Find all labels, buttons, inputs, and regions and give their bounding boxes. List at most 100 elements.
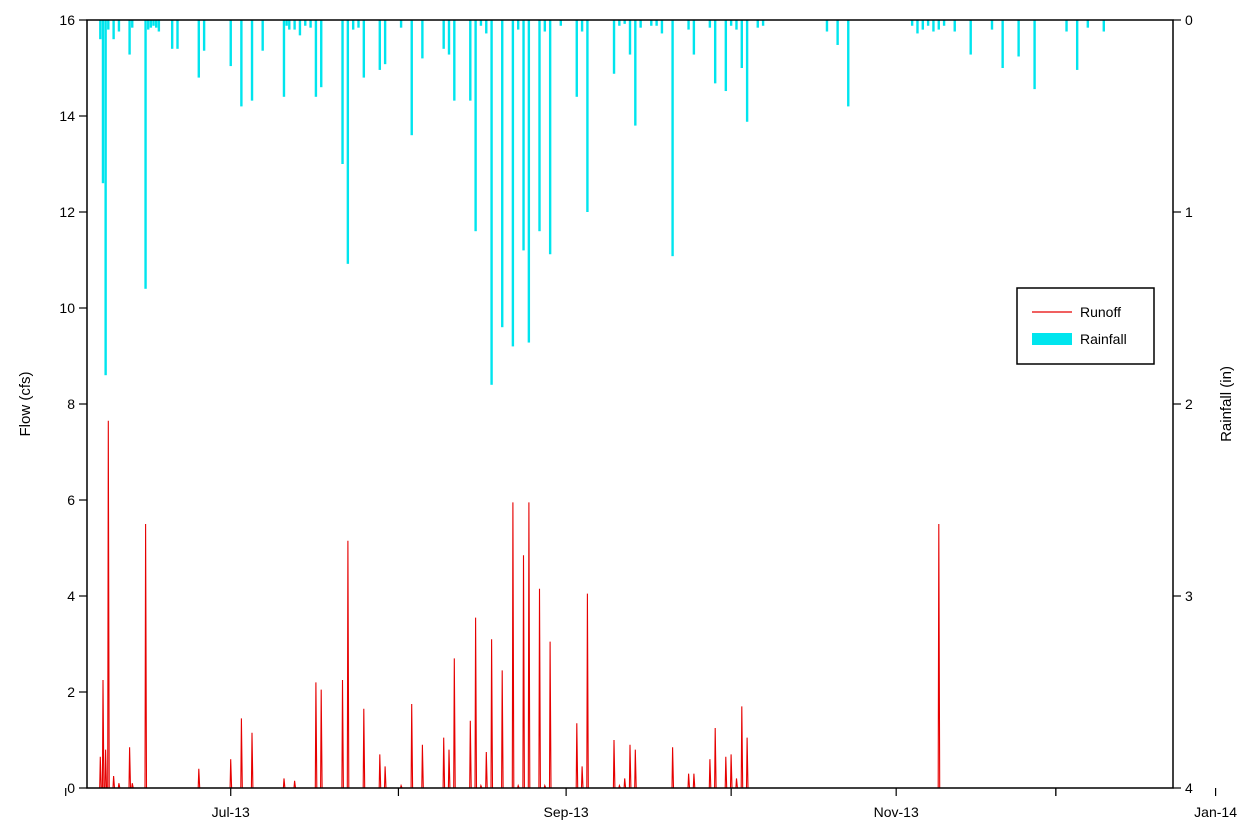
- rainfall-bar: [131, 20, 133, 28]
- rainfall-bar: [304, 20, 306, 26]
- rainfall-bar: [198, 20, 200, 78]
- left-axis-tick-label: 16: [59, 12, 75, 28]
- left-axis-tick-label: 8: [67, 396, 75, 412]
- right-axis-tick-label: 1: [1185, 204, 1193, 220]
- rainfall-bar: [970, 20, 972, 55]
- rainfall-bar: [671, 20, 673, 256]
- rainfall-bar: [991, 20, 993, 30]
- rainfall-bar: [363, 20, 365, 78]
- left-axis: 0 2 4 6 8 10 12 14 16: [59, 12, 87, 796]
- rainfall-bar: [171, 20, 173, 49]
- rainfall-bar: [357, 20, 359, 28]
- rainfall-bar: [661, 20, 663, 33]
- rainfall-bar: [99, 20, 101, 39]
- rainfall-bar: [150, 20, 152, 28]
- rainfall-bar: [932, 20, 934, 32]
- rainfall-bar: [155, 20, 157, 28]
- x-axis-tick-label: Sep-13: [544, 804, 589, 820]
- rainfall-bar: [954, 20, 956, 32]
- rainfall-bar: [725, 20, 727, 91]
- rainfall-bar: [922, 20, 924, 30]
- rainfall-bar: [421, 20, 423, 58]
- rainfall-bar: [528, 20, 530, 343]
- rainfall-bar: [762, 20, 764, 26]
- rainfall-bar: [826, 20, 828, 32]
- rainfall-bar: [400, 20, 402, 28]
- rainfall-bar: [1017, 20, 1019, 56]
- rainfall-bar: [285, 20, 287, 26]
- rainfall-bar: [490, 20, 492, 385]
- rainfall-bar: [735, 20, 737, 30]
- right-axis: 0 1 2 3 4: [1173, 12, 1193, 796]
- x-axis-tick-label: Nov-13: [874, 804, 919, 820]
- rainfall-bar: [315, 20, 317, 97]
- rainfall-bar: [544, 20, 546, 32]
- x-axis: Jul-13 Sep-13 Nov-13 Jan-14: [66, 788, 1237, 820]
- right-axis-title: Rainfall (in): [1218, 366, 1235, 442]
- rainfall-bar: [714, 20, 716, 83]
- rainfall-bar: [943, 20, 945, 26]
- rainfall-bar: [474, 20, 476, 231]
- rainfall-bar: [586, 20, 588, 212]
- left-axis-tick-label: 6: [67, 492, 75, 508]
- legend-rainfall-label: Rainfall: [1080, 331, 1127, 347]
- rainfall-bar: [757, 20, 759, 28]
- rainfall-bar: [1087, 20, 1089, 28]
- rainfall-bar: [629, 20, 631, 55]
- rainfall-bar: [847, 20, 849, 106]
- rainfall-bar: [480, 20, 482, 26]
- rainfall-bar: [522, 20, 524, 250]
- rainfall-bar: [379, 20, 381, 70]
- rainfall-bar: [927, 20, 929, 26]
- rainfall-bar: [512, 20, 514, 346]
- rainfall-bar: [639, 20, 641, 28]
- rainfall-bar: [1001, 20, 1003, 68]
- rainfall-bar: [1033, 20, 1035, 89]
- rainfall-bar: [730, 20, 732, 26]
- rainfall-bar: [938, 20, 940, 30]
- rainfall-bar: [634, 20, 636, 126]
- x-axis-tick-label: Jan-14: [1194, 804, 1237, 820]
- right-axis-tick-label: 2: [1185, 396, 1193, 412]
- rainfall-bar: [485, 20, 487, 33]
- legend: Runoff Rainfall: [1017, 288, 1154, 364]
- rainfall-bar: [709, 20, 711, 28]
- rainfall-bar: [283, 20, 285, 97]
- left-axis-title: Flow (cfs): [17, 372, 34, 437]
- rainfall-bar: [230, 20, 232, 66]
- rainfall-bar: [251, 20, 253, 101]
- rainfall-bar: [581, 20, 583, 32]
- rainfall-bar: [453, 20, 455, 101]
- rainfall-bar: [341, 20, 343, 164]
- rainfall-bar: [112, 20, 114, 39]
- rainfall-bar: [107, 20, 109, 30]
- x-axis-tick-label: Jul-13: [212, 804, 250, 820]
- rainfall-bar: [309, 20, 311, 28]
- rainfall-bar: [176, 20, 178, 49]
- left-axis-tick-label: 12: [59, 204, 75, 220]
- rainfall-bar: [836, 20, 838, 45]
- runoff-series: [87, 421, 1173, 788]
- left-axis-tick-label: 0: [67, 780, 75, 796]
- left-axis-tick-label: 14: [59, 108, 75, 124]
- rainfall-bar: [288, 20, 290, 30]
- rainfall-bar: [293, 20, 295, 30]
- rainfall-bar: [442, 20, 444, 49]
- left-axis-tick-label: 4: [67, 588, 75, 604]
- rainfall-bar: [152, 20, 154, 26]
- legend-rainfall-swatch: [1032, 333, 1072, 345]
- rainfall-bar: [240, 20, 242, 106]
- plot-frame: [87, 20, 1173, 788]
- rainfall-bar: [517, 20, 519, 30]
- right-axis-tick-label: 0: [1185, 12, 1193, 28]
- rainfall-bar: [158, 20, 160, 32]
- left-axis-tick-label: 10: [59, 300, 75, 316]
- rainfall-bar: [538, 20, 540, 231]
- rainfall-bar: [560, 20, 562, 26]
- runoff-line: [87, 421, 1173, 788]
- rainfall-bar: [203, 20, 205, 51]
- right-axis-tick-label: 3: [1185, 588, 1193, 604]
- legend-runoff-label: Runoff: [1080, 304, 1121, 320]
- rainfall-bar: [549, 20, 551, 254]
